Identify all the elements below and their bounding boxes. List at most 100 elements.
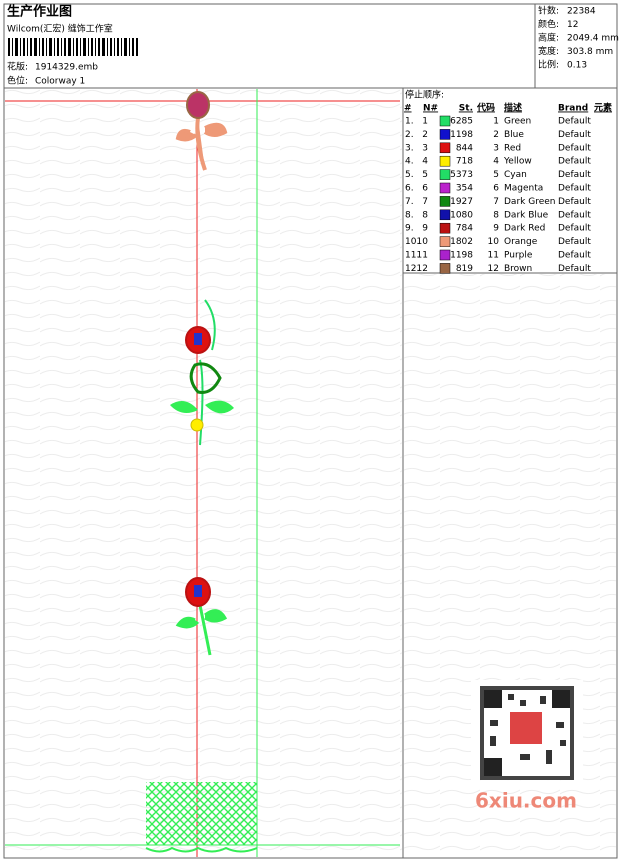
stitches: 6285 — [450, 117, 473, 127]
column-header: 描述 — [504, 102, 522, 114]
stitches: 718 — [456, 157, 473, 167]
brand: Default — [558, 170, 591, 180]
row-index: 6. — [405, 184, 414, 194]
code: 3 — [493, 143, 499, 153]
barcode — [8, 38, 138, 56]
description: Dark Red — [504, 224, 545, 234]
code: 9 — [493, 224, 499, 234]
brand: Default — [558, 264, 591, 274]
row-index: 7. — [405, 197, 414, 207]
stitches: 354 — [456, 184, 473, 194]
stitches: 1802 — [450, 237, 473, 247]
stat-label: 宽度: — [538, 45, 559, 57]
company: Wilcom(汇宏) 缝饰工作室 — [7, 23, 113, 35]
needle: 10 — [417, 237, 429, 247]
stitches: 1080 — [450, 210, 473, 220]
color-swatch — [439, 182, 451, 194]
row-index: 12. — [405, 264, 419, 274]
description: Dark Green — [504, 197, 555, 207]
stat-value: 22384 — [567, 7, 596, 17]
brand: Default — [558, 143, 591, 153]
color-swatch — [439, 155, 451, 167]
embroidery — [145, 91, 258, 853]
needle: 2 — [422, 130, 428, 140]
row-index: 9. — [405, 224, 414, 234]
stat-value: 12 — [567, 20, 578, 30]
row-index: 2. — [405, 130, 414, 140]
stat-value: 2049.4 mm — [567, 34, 619, 44]
description: Orange — [504, 237, 538, 247]
description: Blue — [504, 130, 524, 140]
stat-value: 0.13 — [567, 61, 587, 71]
stat-label: 颜色: — [538, 18, 559, 30]
colorway-label: 色位: — [7, 75, 28, 87]
brand: Default — [558, 197, 591, 207]
description: Magenta — [504, 184, 543, 194]
stat-label: 比例: — [538, 59, 559, 71]
brand: Default — [558, 224, 591, 234]
color-swatch — [439, 236, 451, 247]
needle: 1 — [422, 117, 428, 127]
code: 5 — [493, 170, 499, 180]
description: Purple — [504, 251, 533, 261]
column-header: 元素 — [594, 102, 612, 114]
needle: 9 — [422, 224, 428, 234]
color-swatch — [439, 209, 451, 221]
description: Dark Blue — [504, 210, 549, 220]
row-index: 1. — [405, 117, 414, 127]
column-header: # — [404, 104, 412, 114]
row-index: 11. — [405, 251, 419, 261]
needle: 12 — [417, 264, 428, 274]
code: 6 — [493, 184, 499, 194]
color-swatch — [439, 249, 451, 261]
description: Red — [504, 143, 521, 153]
stat-value: 303.8 mm — [567, 47, 613, 57]
code: 11 — [488, 251, 499, 261]
column-header: Brand — [558, 104, 588, 114]
design-area — [5, 89, 402, 857]
brand: Default — [558, 184, 591, 194]
column-header: 代码 — [476, 102, 495, 114]
code: 8 — [493, 210, 499, 220]
stitches: 819 — [456, 264, 473, 274]
color-swatch — [439, 196, 451, 207]
stitches: 1198 — [450, 130, 473, 140]
brand: Default — [558, 130, 591, 140]
title: 生产作业图 — [7, 4, 72, 20]
description: Brown — [504, 264, 532, 274]
brand: Default — [558, 117, 591, 127]
code: 12 — [488, 264, 499, 274]
code: 2 — [493, 130, 499, 140]
row-index: 4. — [405, 157, 414, 167]
color-swatch — [439, 115, 451, 127]
brand: Default — [558, 157, 591, 167]
row-index: 10. — [405, 237, 419, 247]
needle: 11 — [417, 251, 428, 261]
description: Yellow — [503, 157, 532, 167]
row-index: 5. — [405, 170, 414, 180]
qr-code — [471, 680, 583, 780]
color-swatch — [439, 129, 451, 140]
needle: 7 — [422, 197, 428, 207]
stat-label: 针数: — [538, 5, 559, 17]
color-swatch — [439, 142, 451, 154]
stitches: 844 — [456, 143, 473, 153]
brand: Default — [558, 210, 591, 220]
colorway: Colorway 1 — [35, 77, 85, 87]
needle: 6 — [422, 184, 428, 194]
row-index: 8. — [405, 210, 414, 220]
stitches: 784 — [456, 224, 473, 234]
description: Green — [504, 117, 531, 127]
watermark: 6xiu.com — [475, 789, 577, 813]
stitches: 5373 — [450, 170, 473, 180]
code: 7 — [493, 197, 499, 207]
color-swatch — [439, 169, 451, 180]
design-file: 1914329.emb — [35, 63, 98, 73]
column-header: N# — [423, 104, 438, 114]
needle: 3 — [422, 143, 428, 153]
needle: 8 — [422, 210, 428, 220]
column-header: St. — [459, 104, 473, 114]
brand: Default — [558, 251, 591, 261]
stat-label: 高度: — [538, 32, 559, 44]
